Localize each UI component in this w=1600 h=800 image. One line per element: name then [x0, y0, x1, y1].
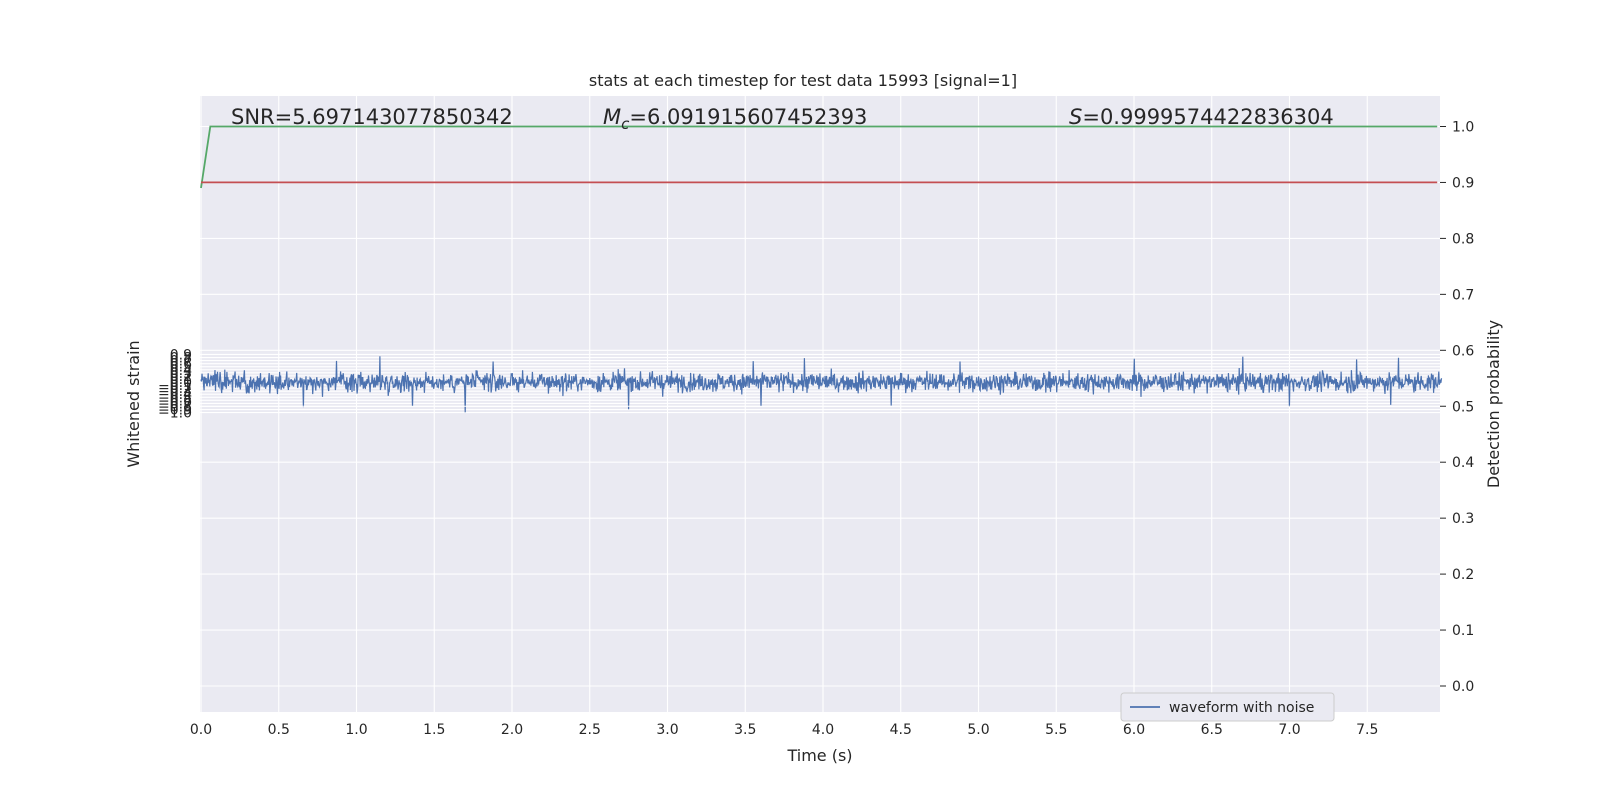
y2-tick-label: 1.0 — [1452, 120, 1474, 136]
y-tick-label: 0.0 — [170, 375, 192, 391]
y2-tick-label: 0.8 — [1452, 231, 1474, 247]
y-tick-label: −1.0 — [158, 406, 192, 422]
s-annotation: S=0.9999574422836304 — [1069, 105, 1334, 129]
x-tick-label: 5.5 — [1045, 722, 1067, 738]
legend-label-waveform: waveform with noise — [1169, 700, 1314, 716]
x-tick-label: 7.0 — [1278, 722, 1300, 738]
x-tick-label: 5.0 — [967, 722, 989, 738]
y-tick-label: −0.3 — [158, 384, 192, 400]
y-tick-label: −0.6 — [158, 393, 192, 409]
y2-tick-label: 0.5 — [1452, 399, 1474, 415]
x-tick-label: 0.5 — [268, 722, 290, 738]
y-axis-label: Whitened strain — [124, 340, 143, 467]
series-detection-probability — [200, 125, 1438, 189]
y-tick-label: 0.2 — [170, 369, 192, 385]
x-tick-label: 1.5 — [423, 722, 445, 738]
x-tick-label: 7.5 — [1356, 722, 1378, 738]
y-tick-label: −0.5 — [158, 390, 192, 406]
y-tick-labels: 0.90.80.70.60.50.40.30.20.10.0−0.1−0.2−0… — [158, 347, 192, 421]
y-tick-label: 0.9 — [170, 347, 192, 363]
y2-tick-label: 0.7 — [1452, 287, 1474, 303]
y-tick-label: −0.9 — [158, 403, 192, 419]
y-tick-label: 0.8 — [170, 351, 192, 367]
x-axis-label: Time (s) — [786, 746, 852, 765]
y-tick-label: 0.6 — [170, 357, 192, 373]
x-tick-label: 3.5 — [734, 722, 756, 738]
waveform-series — [200, 356, 1443, 413]
x-tick-label: 3.0 — [656, 722, 678, 738]
y-tick-label: 0.1 — [170, 372, 192, 388]
x-tick-label: 4.0 — [812, 722, 834, 738]
y2-tick-labels: 1.0 0.9 0.8 0.7 0.6 0.5 0.4 0.3 0.2 0.1 0.0 — [1440, 120, 1474, 695]
x-tick-label: 2.5 — [579, 722, 601, 738]
x-tick-label: 0.0 — [190, 722, 212, 738]
y-tick-label: −0.2 — [158, 381, 192, 397]
legend-box — [1120, 692, 1335, 722]
y2-tick-label: 0.1 — [1452, 623, 1474, 639]
y-tick-label: −0.7 — [158, 396, 192, 412]
y2-tick-label: 0.0 — [1452, 679, 1474, 695]
y-tick-label: 0.7 — [170, 354, 192, 370]
grid-x — [200, 96, 1368, 712]
legend: waveform with noise — [1120, 692, 1335, 722]
series-waveform-with-noise — [200, 356, 1443, 413]
y-tick-label: 0.3 — [170, 366, 192, 382]
y-tick-label: 0.5 — [170, 360, 192, 376]
y-tick-label: −0.4 — [158, 387, 192, 403]
x-tick-label: 6.0 — [1123, 722, 1145, 738]
snr-annotation: SNR=5.697143077850342 — [231, 105, 513, 129]
y2-axis-label: Detection probability — [1484, 320, 1503, 488]
y-tick-label: −0.8 — [158, 399, 192, 415]
x-tick-label: 2.0 — [501, 722, 523, 738]
y2-tick-label: 0.3 — [1452, 511, 1474, 527]
chart-title: stats at each timestep for test data 159… — [589, 71, 1017, 90]
plot-area — [200, 96, 1440, 712]
x-tick-label: 4.5 — [890, 722, 912, 738]
y2-tick-label: 0.6 — [1452, 343, 1474, 359]
mc-annotation: Mc=6.091915607452393 — [603, 105, 867, 133]
y-tick-label: 0.4 — [170, 363, 192, 379]
x-tick-labels: 0.0 0.5 1.0 1.5 2.0 2.5 3.0 3.5 4.0 4.5 5.0 5.5 6.0 6… — [190, 722, 1379, 738]
y2-tick-label: 0.9 — [1452, 175, 1474, 191]
y2-tick-label: 0.4 — [1452, 455, 1474, 471]
x-tick-label: 6.5 — [1201, 722, 1223, 738]
y-tick-label: −0.1 — [158, 378, 192, 394]
x-tick-label: 1.0 — [345, 722, 367, 738]
y2-tick-label: 0.2 — [1452, 567, 1474, 583]
